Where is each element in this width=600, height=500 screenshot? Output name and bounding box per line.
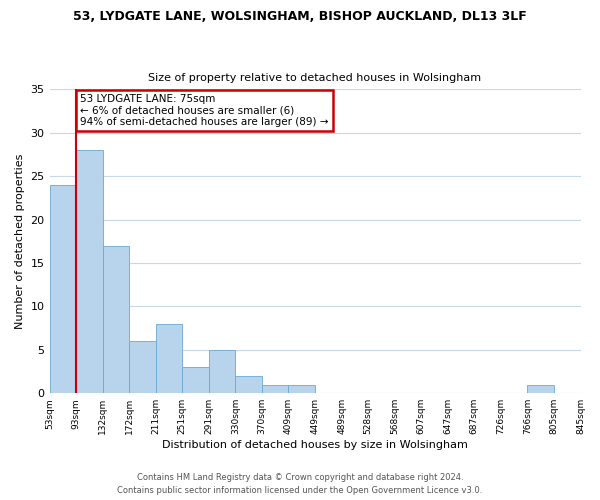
Y-axis label: Number of detached properties: Number of detached properties bbox=[15, 154, 25, 329]
Bar bbox=[156, 324, 182, 393]
X-axis label: Distribution of detached houses by size in Wolsingham: Distribution of detached houses by size … bbox=[162, 440, 468, 450]
Bar bbox=[103, 246, 129, 393]
Bar bbox=[235, 376, 262, 393]
Bar bbox=[76, 150, 103, 393]
Bar bbox=[209, 350, 235, 393]
Title: Size of property relative to detached houses in Wolsingham: Size of property relative to detached ho… bbox=[148, 73, 482, 83]
Bar bbox=[527, 384, 554, 393]
Bar bbox=[50, 185, 76, 393]
Bar bbox=[289, 384, 315, 393]
Bar bbox=[129, 341, 156, 393]
Bar bbox=[262, 384, 289, 393]
Bar bbox=[182, 367, 209, 393]
Text: 53, LYDGATE LANE, WOLSINGHAM, BISHOP AUCKLAND, DL13 3LF: 53, LYDGATE LANE, WOLSINGHAM, BISHOP AUC… bbox=[73, 10, 527, 23]
Text: 53 LYDGATE LANE: 75sqm
← 6% of detached houses are smaller (6)
94% of semi-detac: 53 LYDGATE LANE: 75sqm ← 6% of detached … bbox=[80, 94, 329, 127]
Text: Contains HM Land Registry data © Crown copyright and database right 2024.
Contai: Contains HM Land Registry data © Crown c… bbox=[118, 474, 482, 495]
